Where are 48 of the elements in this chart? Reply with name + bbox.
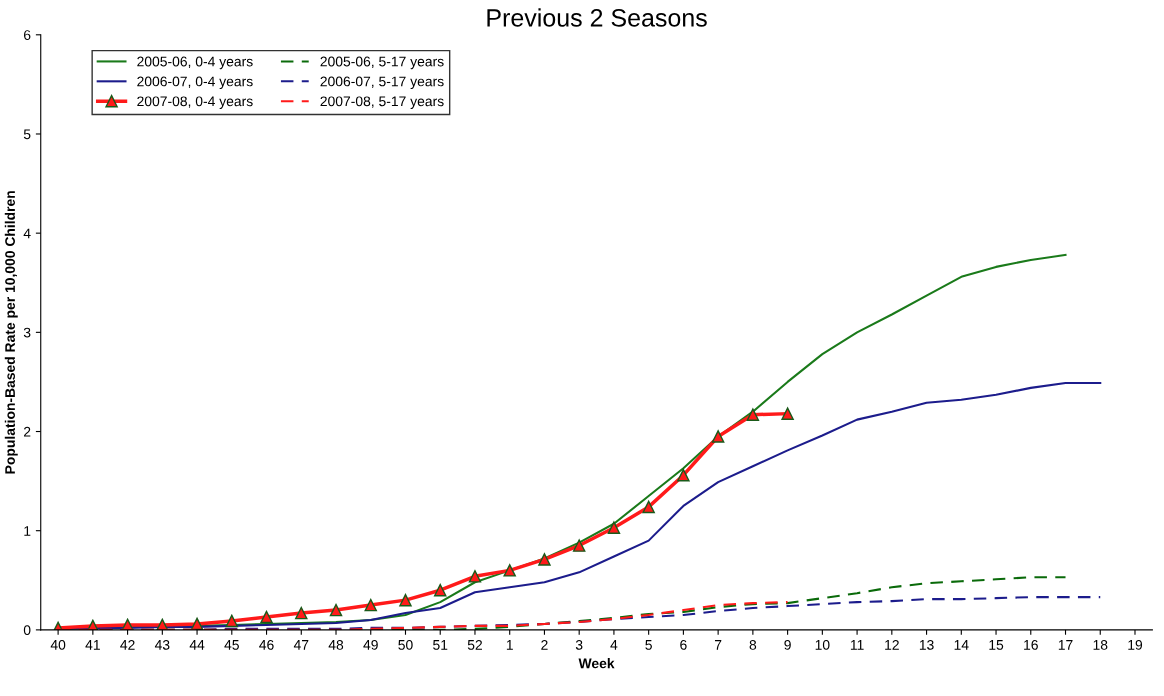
x-tick-label: 16 xyxy=(1024,639,1038,650)
legend-label: 2006-07, 0-4 years xyxy=(137,76,253,90)
y-tick-label: 5 xyxy=(23,129,31,140)
y-tick-label: 2 xyxy=(23,426,31,437)
legend-label: 2007-08, 5-17 years xyxy=(320,96,444,109)
x-tick-label: 3 xyxy=(575,639,583,650)
x-tick-label: 2 xyxy=(541,639,548,650)
y-tick-label: 6 xyxy=(24,30,31,40)
legend-label: 2005-06, 5-17 years xyxy=(320,56,444,70)
x-tick-label: 44 xyxy=(189,640,205,650)
x-tick-label: 47 xyxy=(293,640,309,650)
x-tick-label: 7 xyxy=(714,640,722,650)
x-tick-label: 17 xyxy=(1058,640,1073,650)
x-tick-label: 6 xyxy=(680,639,687,650)
chart-title: Previous 2 Seasons xyxy=(487,8,707,27)
x-tick-label: 46 xyxy=(259,639,274,650)
x-tick-label: 42 xyxy=(120,639,135,650)
x-tick-label: 13 xyxy=(919,639,934,650)
legend-label: 2007-08, 0-4 years xyxy=(137,96,253,109)
x-tick-label: 40 xyxy=(50,639,66,650)
x-tick-label: 19 xyxy=(1128,639,1143,650)
x-tick-label: 10 xyxy=(815,639,830,650)
y-tick-label: 4 xyxy=(23,228,31,239)
x-tick-label: 4 xyxy=(610,640,618,650)
x-tick-label: 8 xyxy=(749,639,757,650)
y-tick-label: 3 xyxy=(23,327,31,338)
y-tick-label: 1 xyxy=(24,526,31,536)
x-tick-label: 9 xyxy=(784,639,791,650)
legend-label: 2006-07, 5-17 years xyxy=(320,76,444,90)
x-tick-label: 49 xyxy=(363,639,378,650)
x-tick-label: 51 xyxy=(433,640,448,650)
x-tick-label: 41 xyxy=(85,640,100,650)
x-tick-label: 5 xyxy=(645,640,652,650)
x-tick-label: 48 xyxy=(328,639,344,650)
legend-label: 2005-06, 0-4 years xyxy=(137,56,253,70)
x-tick-label: 52 xyxy=(467,639,482,650)
x-tick-label: 1 xyxy=(506,640,513,650)
x-tick-label: 14 xyxy=(954,640,969,650)
x-axis-title: Week xyxy=(578,658,615,669)
x-tick-label: 12 xyxy=(885,639,899,650)
y-axis-title: Population-Based Rate per 10,000 Children xyxy=(4,191,18,474)
x-tick-label: 50 xyxy=(398,639,413,650)
x-tick-label: 18 xyxy=(1093,639,1108,650)
y-tick-label: 0 xyxy=(23,625,31,636)
x-tick-label: 15 xyxy=(989,640,1004,650)
x-tick-label: 45 xyxy=(224,640,239,650)
x-tick-label: 43 xyxy=(154,639,170,650)
x-tick-label: 11 xyxy=(850,640,864,650)
